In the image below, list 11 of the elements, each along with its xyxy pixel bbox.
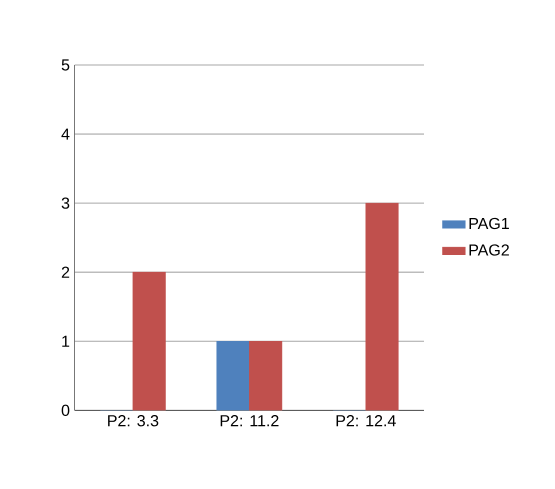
- legend-label: PAG2: [470, 244, 509, 256]
- y-tick-label: 3: [62, 197, 70, 209]
- y-tick-label: 2: [62, 266, 70, 278]
- x-tick-label: P2: 11.2: [220, 415, 278, 426]
- y-tick-label: 5: [62, 59, 70, 71]
- x-tick-label: P2: 12.4: [336, 415, 396, 426]
- y-tick-label: 0: [62, 404, 70, 416]
- y-tick-label: 1: [62, 336, 70, 347]
- y-tick-label: 4: [61, 128, 70, 140]
- x-tick-label: P2: 3.3: [108, 415, 158, 426]
- legend-label: PAG1: [470, 218, 509, 230]
